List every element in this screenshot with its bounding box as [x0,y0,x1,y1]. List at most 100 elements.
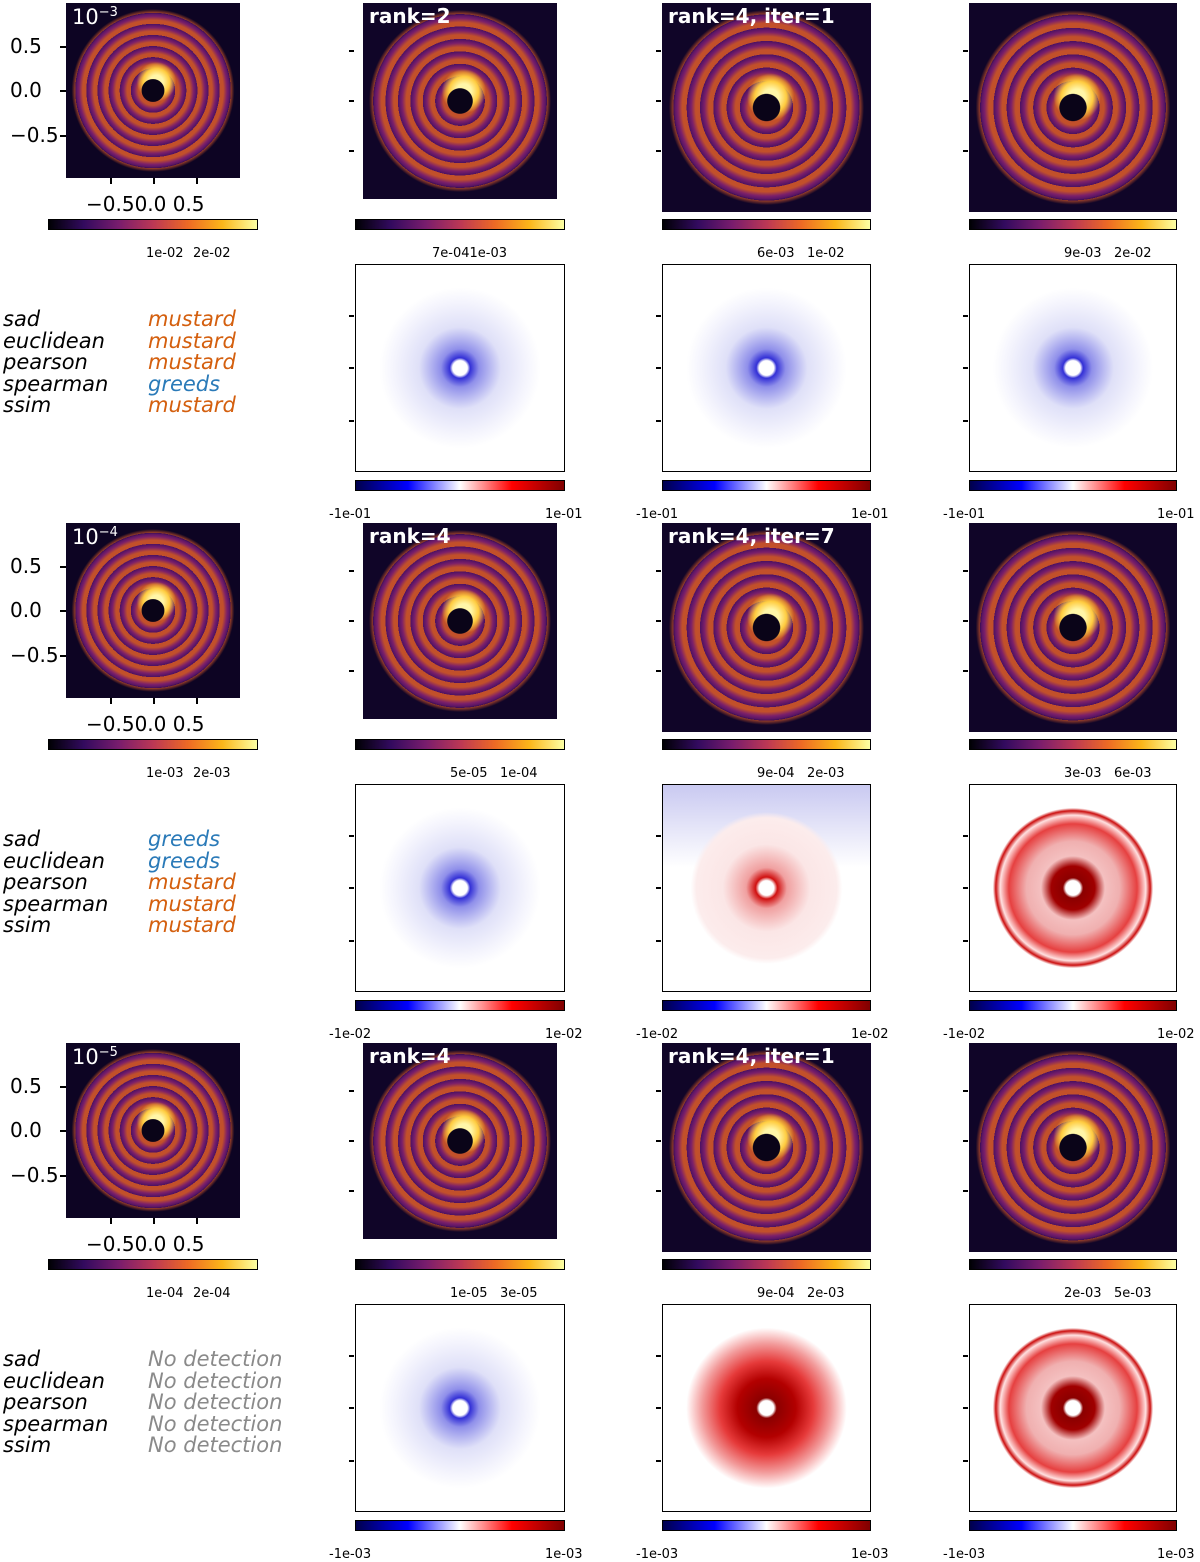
data-panel-exponent-label: 10−4 [72,525,118,549]
reconstruction-disk [969,3,1177,212]
metric-name: sad [3,827,41,851]
residual-colorbar [662,1000,871,1011]
residual-panel [355,784,565,992]
metric-name: ssim [3,393,52,418]
residual-colorbar-max: 1e-03 [545,1547,583,1562]
panel-y-tick [656,670,661,672]
data-colorbar-tick-label: 1e-03 [146,766,184,781]
metric-name: ssim [3,1433,52,1458]
metric-name: euclidean [3,328,105,353]
residual-y-tick [963,835,968,837]
panel-y-tick [656,1190,661,1192]
metric-winner: No detection [148,1368,283,1393]
metric-winner: mustard [148,328,236,353]
residual-colorbar-min: -1e-02 [636,1027,679,1042]
x-axis-tick [196,178,198,184]
panel-label: rank=2 [369,4,451,28]
data-panel-exponent-label: 10−5 [72,1045,118,1069]
reconstruction-colorbar [355,1259,565,1270]
x-axis-tick [153,698,155,704]
residual-panel [355,1304,565,1512]
exponent-power: −3 [98,5,118,20]
reconstruction-colorbar [662,739,871,750]
panel-label: rank=4, iter=7 [668,524,835,548]
residual-y-tick [656,887,661,889]
residual-y-tick [656,367,661,369]
residual-colorbar [969,1000,1177,1011]
residual-disk [663,785,870,991]
y-axis-tick [60,1086,66,1088]
reconstruction-colorbar-tick-label: 6e-03 [757,246,795,261]
residual-y-tick [349,1460,354,1462]
x-axis-tick [110,698,112,704]
metric-name: spearman [3,891,109,916]
residual-colorbar [355,480,565,491]
panel-y-tick [963,50,968,52]
reconstruction-colorbar-tick-label: 3e-03 [1064,766,1102,781]
panel-y-tick [963,150,968,152]
data-panel-disk [66,523,240,698]
residual-y-tick [656,1460,661,1462]
y-axis-tick [60,46,66,48]
residual-colorbar-max: 1e-02 [1157,1027,1195,1042]
panel-y-tick [656,1090,661,1092]
metric-name: euclidean [3,1368,105,1393]
residual-colorbar-min: -1e-03 [636,1547,679,1562]
panel-y-tick [656,150,661,152]
reconstruction-panel: rank=2 [363,3,557,199]
residual-colorbar-max: 1e-01 [851,507,889,522]
panel-y-tick [349,570,354,572]
metric-name: euclidean [3,848,105,873]
data-colorbar [48,219,258,230]
data-panel-disk [66,1043,240,1218]
y-axis-tick-label: −0.5 [10,1163,59,1187]
metric-name: pearson [3,870,88,895]
reconstruction-colorbar-tick-label: 5e-03 [1114,1286,1152,1301]
panel-label: rank=4 [369,1044,451,1068]
metric-winner: mustard [148,913,236,938]
residual-disk [970,1305,1176,1511]
residual-y-tick [349,940,354,942]
y-axis-tick-label: 0.0 [10,78,42,102]
reconstruction-colorbar-tick-label: 7e-041e-03 [432,246,508,261]
reconstruction-colorbar [662,1259,871,1270]
panel-y-tick [963,1140,968,1142]
reconstruction-panel: rank=4, iter=1 [662,3,871,212]
panel-y-tick [349,150,354,152]
residual-colorbar [355,1000,565,1011]
x-axis-tick-labels: −0.50.0 0.5 [86,192,205,216]
data-colorbar [48,1259,258,1270]
panel-label: rank=4 [369,524,451,548]
x-axis-tick [110,178,112,184]
x-axis-tick-labels: −0.50.0 0.5 [86,712,205,736]
reconstruction-disk [363,3,557,199]
residual-y-tick [656,1355,661,1357]
y-axis-tick-label: 0.0 [10,1118,42,1142]
exponent-power: −4 [98,525,118,540]
data-colorbar-tick-label: 1e-02 [146,246,184,261]
metric-name: sad [3,1347,41,1371]
residual-colorbar [969,1520,1177,1531]
reconstruction-colorbar-tick-label: 2e-03 [807,766,845,781]
residual-y-tick [656,315,661,317]
metric-winner: No detection [148,1347,283,1371]
reconstruction-colorbar [969,1259,1177,1270]
residual-colorbar-max: 1e-01 [545,507,583,522]
reconstruction-disk [969,523,1177,732]
data-colorbar-tick-label: 1e-04 [146,1286,184,1301]
residual-y-tick [349,315,354,317]
metric-name: spearman [3,1411,109,1436]
data-panel: 10−3 [66,3,240,178]
reconstruction-colorbar-tick-label: 5e-05 [450,766,488,781]
metric-winner: No detection [148,1411,283,1436]
residual-colorbar-max: 1e-03 [851,1547,889,1562]
residual-y-tick [349,887,354,889]
reconstruction-panel: rank=4 [363,523,557,719]
y-axis-tick [60,135,66,137]
panel-y-tick [349,50,354,52]
residual-y-tick [963,420,968,422]
panel-y-tick [963,1190,968,1192]
data-colorbar-tick-label: 2e-04 [193,1286,231,1301]
residual-y-tick [349,1355,354,1357]
residual-disk [970,785,1176,991]
